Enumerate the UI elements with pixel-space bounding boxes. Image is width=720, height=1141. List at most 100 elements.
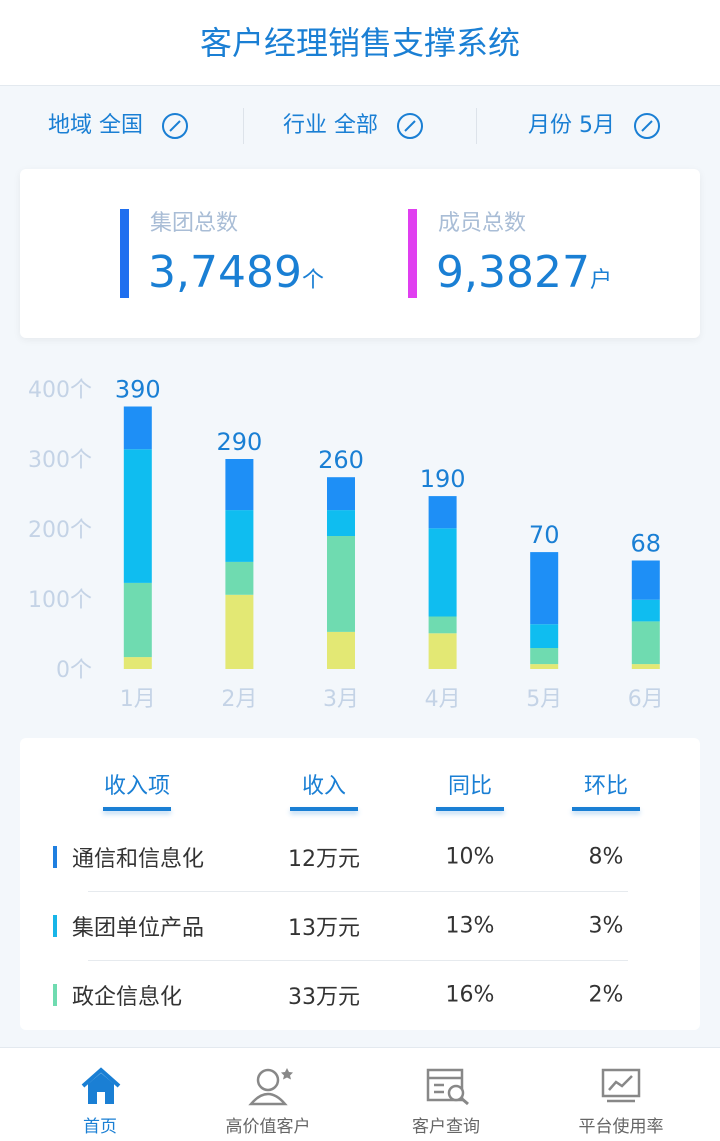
header-underline	[572, 807, 640, 811]
column-header: 收入	[301, 774, 347, 799]
nav-tab[interactable]: 首页	[83, 1117, 117, 1137]
stat-value: 9,3827户	[436, 247, 612, 298]
y-tick-label: 100个	[28, 588, 92, 613]
x-tick-label: 4月	[425, 687, 461, 712]
stat-label: 成员总数	[438, 211, 527, 236]
filter[interactable]: 行业 全部	[283, 104, 424, 148]
search-icon	[426, 1068, 469, 1106]
y-tick-label: 300个	[28, 448, 92, 473]
edit-icon	[634, 113, 660, 139]
header-underline	[436, 807, 504, 811]
filter-label: 行业 全部	[283, 113, 378, 138]
income-table: 收入项 收入 同比 环比通信和信息化 12万元 10% 8% 集团单位产品 13万元 13% 3% 政…	[20, 738, 700, 1030]
filter[interactable]: 地域 全国	[48, 104, 189, 148]
table-cell: 10%	[445, 844, 495, 870]
table-cell: 2%	[588, 982, 624, 1008]
header-underline	[103, 807, 171, 811]
x-tick-label: 1月	[120, 687, 156, 712]
stat-unit: 个	[301, 268, 324, 293]
stat-value: 3,7489个	[148, 247, 324, 298]
y-tick-label: 400个	[28, 378, 92, 403]
filter-label: 月份 5月	[528, 113, 615, 138]
table-cell: 政企信息化	[72, 985, 183, 1010]
nav-tab[interactable]: 高价值客户	[225, 1117, 311, 1137]
header-underline	[290, 807, 358, 811]
table-cell: 13%	[445, 913, 495, 939]
edit-icon	[162, 113, 188, 139]
bar-segment	[428, 528, 457, 617]
table-cell: 33万元	[288, 985, 360, 1010]
y-tick-label: 200个	[28, 518, 92, 543]
bottom-nav: 首页 高价值客户 客户查询 平台使用率	[0, 1047, 720, 1141]
bar-segment	[225, 594, 254, 669]
row-separator	[88, 891, 628, 892]
row-separator	[88, 960, 628, 961]
bar-segment	[428, 616, 457, 634]
column-header: 环比	[583, 774, 629, 799]
table-cell: 12万元	[288, 847, 360, 872]
usage-icon	[601, 1068, 641, 1103]
bar-segment	[123, 449, 152, 583]
row-indicator	[53, 984, 57, 1006]
bar-segment	[225, 459, 254, 511]
bar-segment	[225, 561, 254, 595]
vip-icon	[248, 1068, 293, 1106]
bar-segment	[327, 536, 355, 632]
filter-label: 地域 全国	[48, 113, 143, 138]
bar-segment	[631, 599, 660, 622]
table-cell: 16%	[445, 982, 495, 1008]
total-label: 390	[115, 376, 161, 404]
x-tick-label: 6月	[628, 687, 664, 712]
chart: 0个 100个 200个 300个 400个 390 1月 290 2月 260 3月 190 4月 70…	[28, 376, 664, 713]
bar-segment	[327, 631, 355, 669]
total-label: 260	[318, 446, 364, 474]
row-indicator	[53, 915, 57, 937]
total-label: 190	[420, 465, 466, 493]
bar-segment	[123, 657, 152, 669]
table-cell: 集团单位产品	[72, 916, 205, 941]
row-indicator	[53, 846, 57, 868]
bar-segment	[123, 406, 152, 450]
bar-segment	[530, 552, 559, 625]
stat-number: 9,3827	[436, 247, 590, 298]
stat-number: 3,7489	[148, 247, 302, 298]
home-icon	[81, 1067, 121, 1104]
y-tick-label: 0个	[56, 658, 92, 683]
nav-tab[interactable]: 客户查询	[412, 1117, 480, 1137]
stat-bar	[408, 209, 417, 298]
total-label: 70	[529, 521, 560, 549]
filter[interactable]: 月份 5月	[528, 104, 661, 148]
table-cell: 通信和信息化	[72, 847, 205, 872]
bar-segment	[631, 664, 660, 669]
stats-card: 集团总数 3,7489个 成员总数 9,3827户	[20, 169, 700, 338]
bar-segment	[225, 510, 254, 562]
bar-segment	[631, 560, 660, 600]
bar-segment	[631, 621, 660, 665]
bar-segment	[530, 624, 559, 648]
column-header: 同比	[447, 774, 493, 799]
total-label: 290	[216, 428, 262, 456]
bar-segment	[428, 496, 457, 529]
stat-bar	[120, 209, 129, 298]
divider	[476, 108, 477, 144]
table-cell: 13万元	[288, 916, 360, 941]
table-cell: 3%	[588, 913, 624, 939]
table-cell: 8%	[588, 844, 624, 870]
nav-tab[interactable]: 平台使用率	[578, 1117, 664, 1137]
divider	[243, 108, 244, 144]
bar-segment	[123, 582, 152, 658]
column-header: 收入项	[103, 774, 171, 799]
edit-icon	[397, 113, 423, 139]
x-tick-label: 3月	[323, 687, 359, 712]
total-label: 68	[631, 530, 662, 558]
bar-segment	[530, 664, 559, 669]
stat-label: 集团总数	[150, 211, 239, 236]
bar-segment	[530, 648, 559, 665]
x-tick-label: 2月	[221, 687, 257, 712]
bar-segment	[327, 510, 355, 536]
bar-segment	[428, 633, 457, 669]
header-title: 客户经理销售支撑系统	[0, 0, 720, 86]
bar-segment	[327, 477, 355, 511]
x-tick-label: 5月	[526, 687, 562, 712]
